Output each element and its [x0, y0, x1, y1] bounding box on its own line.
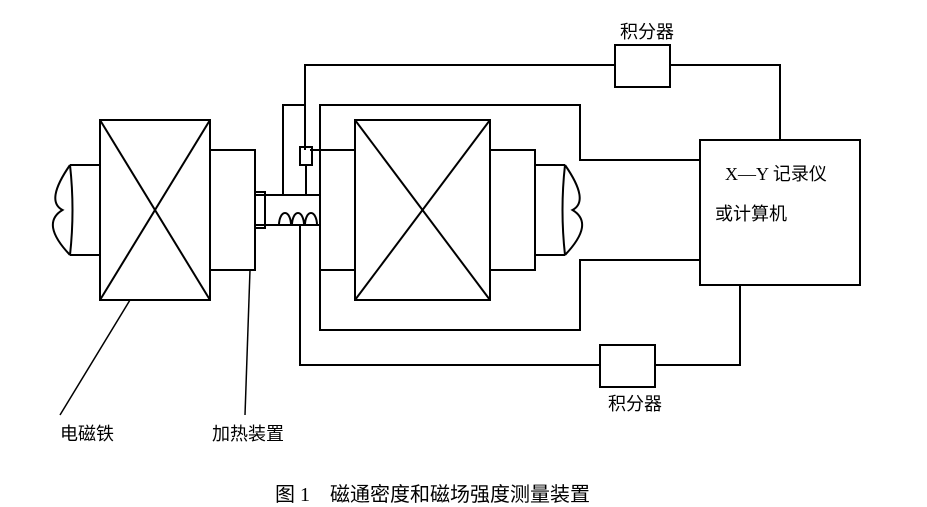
wire-inner_top	[310, 105, 700, 160]
integrator-bottom-label: 积分器	[608, 390, 662, 416]
heater-ring	[255, 192, 265, 228]
left-polecap	[210, 150, 255, 270]
search-coil	[279, 213, 317, 225]
right-lobe-b	[563, 165, 566, 255]
wire-bottom_to_recorder	[655, 285, 740, 365]
right-polecap-right	[490, 150, 535, 270]
left-lobe-b	[70, 165, 73, 255]
electromagnet-label: 电磁铁	[60, 420, 114, 446]
recorder-line1: X—Y 记录仪	[725, 160, 827, 186]
leader-electromagnet	[60, 300, 130, 415]
wire-top_to_recorder	[670, 65, 780, 140]
integrator-bottom-box	[600, 345, 655, 387]
right-lobe-a	[565, 165, 582, 255]
heater-label: 加热装置	[212, 420, 284, 446]
leader-heater	[245, 270, 250, 415]
figure-caption: 图 1 磁通密度和磁场强度测量装置	[275, 478, 590, 507]
integrator-top-label: 积分器	[620, 18, 674, 44]
right-polecap-left	[320, 150, 355, 270]
integrator-top-box	[615, 45, 670, 87]
wire-coil_lead_a	[283, 105, 305, 195]
recorder-line2: 或计算机	[715, 200, 787, 226]
left-lobe-a	[53, 165, 70, 255]
wire-top_loop	[305, 65, 615, 105]
